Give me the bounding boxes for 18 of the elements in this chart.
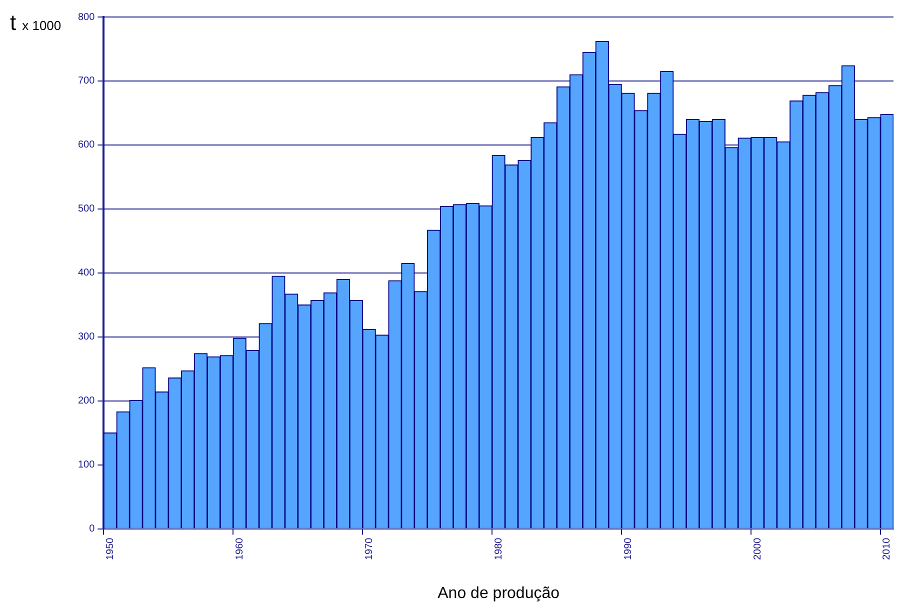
x-tick-label: 1970 [364, 537, 375, 560]
y-tick-label: 600 [78, 140, 96, 151]
y-axis-title: t x 1000 [10, 10, 62, 35]
x-tick-label: 2000 [752, 537, 764, 560]
y-tick-label: 800 [78, 12, 96, 23]
x-axis-title: Ano de produção [438, 585, 560, 602]
y-tick-label: 0 [89, 524, 96, 535]
x-tick-label: 1980 [493, 537, 504, 560]
y-tick-label: 500 [78, 204, 96, 215]
y-tick-label: 100 [78, 460, 96, 471]
y-tick-label: 200 [78, 396, 96, 407]
y-tick-label: 300 [78, 332, 96, 343]
y-tick-label: 400 [78, 268, 96, 279]
x-tick-label: 1960 [234, 537, 246, 560]
y-tick-label: 700 [78, 76, 96, 87]
x-tick-label: 1950 [104, 537, 116, 560]
x-tick-label: 2010 [882, 537, 893, 560]
x-tick-label: 1990 [622, 537, 634, 560]
